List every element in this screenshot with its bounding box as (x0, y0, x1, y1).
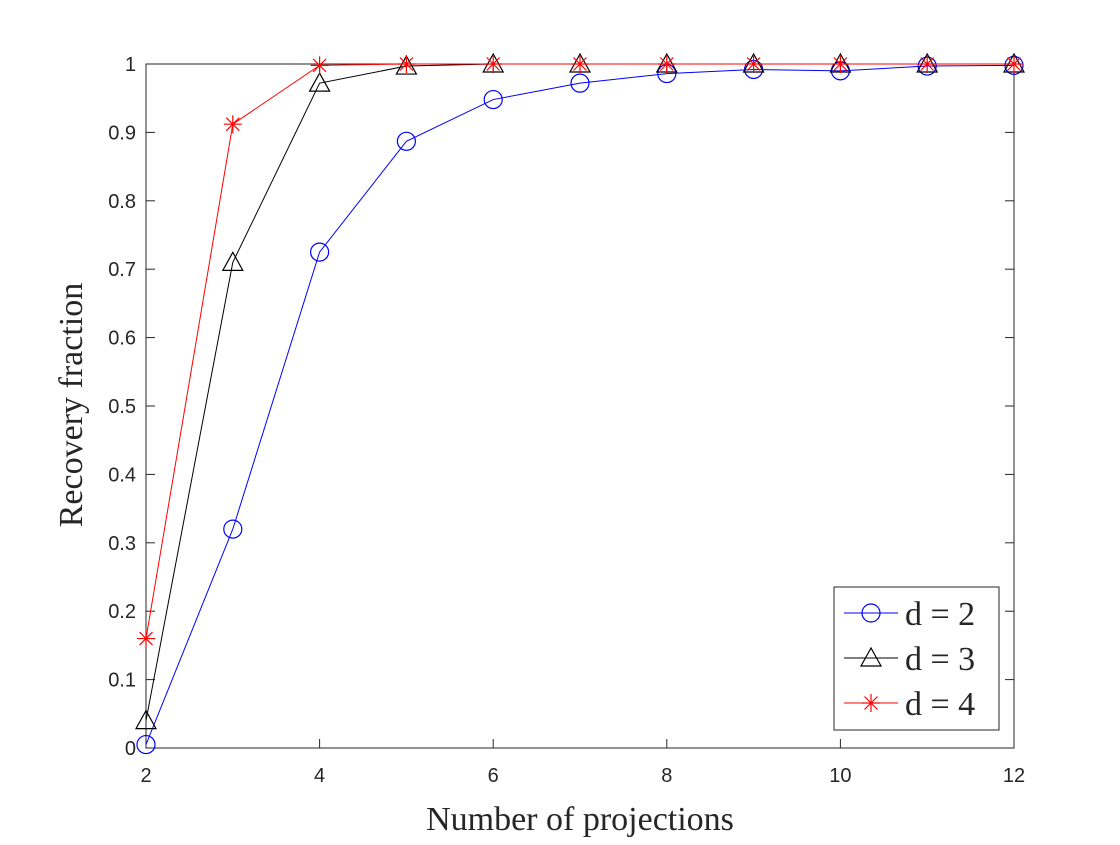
x-tick-label: 6 (488, 765, 499, 787)
data-point (396, 131, 416, 151)
data-point (223, 115, 242, 134)
data-point (484, 55, 503, 73)
y-tick-label: 0 (125, 738, 136, 760)
data-point (308, 71, 331, 92)
legend-entry: d = 3 (844, 641, 975, 678)
y-tick-label: 1 (125, 54, 136, 76)
y-tick-label: 0.4 (108, 464, 136, 486)
data-point (310, 56, 329, 75)
y-tick-label: 0.7 (108, 259, 136, 281)
data-point (918, 55, 937, 73)
y-tick-label: 0.5 (108, 396, 136, 418)
data-point (395, 54, 418, 75)
data-point (1005, 55, 1023, 73)
x-tick-label: 2 (140, 765, 151, 787)
data-point (657, 55, 676, 73)
data-point (831, 55, 850, 73)
x-axis-title: Number of projections (426, 801, 734, 838)
y-tick-label: 0.9 (108, 122, 136, 144)
data-point (221, 251, 244, 271)
legend-entry: d = 4 (844, 686, 975, 723)
legend-entry: d = 2 (844, 596, 975, 633)
series-asterisk (137, 55, 1023, 648)
legend: d = 2 d = 3 d = 4 (833, 586, 1000, 731)
x-tick-label: 10 (829, 765, 851, 787)
tick-labels: 2 4 6 8 10 12 0 0.1 0.2 0.3 0.4 0.5 0.6 0.7 0.8 0.9 1 (108, 54, 1025, 787)
legend-marker-asterisk (862, 694, 880, 712)
y-tick-label: 0.6 (108, 328, 136, 350)
data-point (310, 242, 330, 262)
series-layer (134, 52, 1026, 755)
data-point (397, 55, 416, 73)
data-point (483, 89, 503, 110)
legend-marker-circle (861, 603, 881, 623)
data-point (571, 55, 589, 73)
x-tick-label: 4 (314, 765, 325, 787)
series-line (145, 64, 1015, 745)
legend-label: d = 3 (905, 641, 975, 678)
x-tick-label: 8 (661, 765, 672, 787)
data-point (136, 734, 156, 755)
data-point (134, 709, 158, 730)
legend-marker-triangle (859, 646, 883, 667)
y-tick-label: 0.1 (108, 670, 136, 692)
y-tick-label: 0.8 (108, 191, 136, 213)
x-tick-label: 12 (1003, 765, 1025, 787)
y-tick-label: 0.2 (108, 601, 136, 623)
legend-label: d = 2 (905, 596, 975, 633)
data-point (137, 629, 155, 648)
data-point (744, 55, 763, 73)
y-tick-label: 0.3 (108, 533, 136, 555)
y-axis-title: Recovery fraction (53, 283, 90, 528)
legend-label: d = 4 (905, 686, 975, 723)
data-point (570, 73, 590, 93)
data-point (223, 519, 243, 539)
